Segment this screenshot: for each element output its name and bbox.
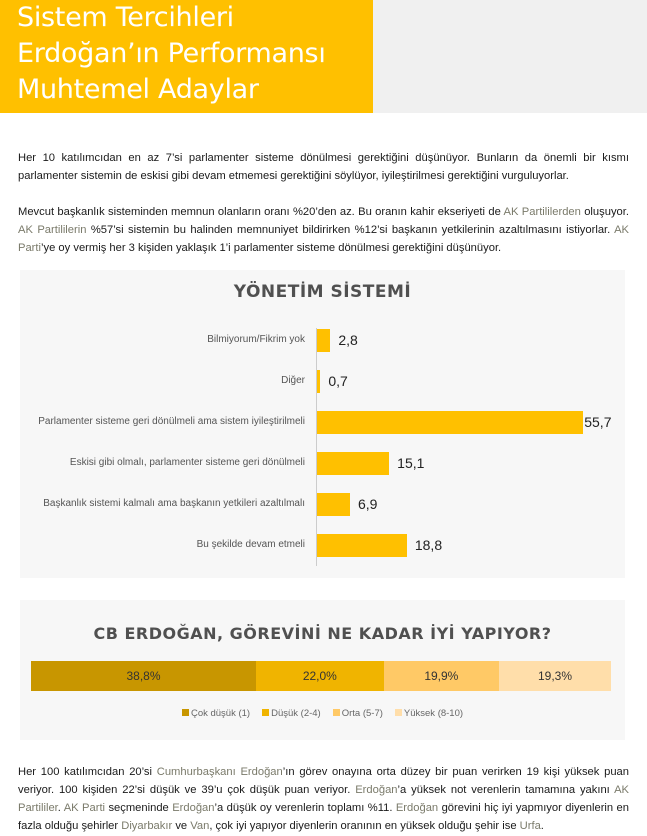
bar [317,534,407,557]
legend-label: Orta (5-7) [341,708,383,719]
highlight-text: Urfa [519,820,541,832]
data-label: 15,1 [397,455,425,471]
highlight-text: AK Parti [18,224,629,254]
data-label: 55,7 [584,414,612,430]
chart-title: CB ERDOĞAN, GÖREVİNİ NE KADAR İYİ YAPIYO… [93,624,552,643]
legend-swatch [394,709,402,716]
stacked-segment: 19,9% [383,661,500,691]
text-segment: ’ye oy vermiş her 3 kişiden yaklaşık 1’i… [41,242,502,254]
highlight-text: Van [190,820,210,832]
bar [317,452,390,475]
text-segment: ’ın görev onayına orta düzey bir puan ve… [18,766,629,796]
legend-swatch [332,709,340,716]
highlight-text: AK Partililerin [18,224,87,236]
text-segment: seçmeninde [105,802,173,814]
legend-label: Yüksek (8-10) [403,708,464,719]
text-segment: ’a düşük oy verenlerin toplamı %11. [214,802,396,814]
chart-legend: Çok düşük (1) Düşük (2-4) Orta (5-7) Yüksek… [20,708,625,719]
legend-item: Yüksek (8-10) [394,708,464,719]
data-label: 38,8% [126,669,161,683]
text-segment: Mevcut başkanlık sisteminden memnun olan… [18,206,504,218]
data-label: 19,9% [424,669,459,683]
highlight-text: Cumhurbaşkanı Erdoğan [156,766,283,778]
text-segment: Her 100 katılımcıdan 20’si [18,766,157,778]
legend-label: Çok düşük (1) [190,708,251,719]
data-label: 19,3% [538,669,573,683]
stacked-segment: 38,8% [31,661,257,691]
highlight-text: Diyarbakır [121,820,173,832]
header-background [373,0,647,113]
text-segment: Her 10 katılımcıdan en az 7’si parlament… [18,152,629,182]
paragraph-2: Mevcut başkanlık sisteminden memnun olan… [18,203,629,257]
text-segment: , çok iyi yapıyor diyenlerin oranının en… [209,820,520,832]
bar [317,329,331,352]
highlight-text: Erdoğan [355,784,398,796]
highlight-text: AK Partililerden [503,206,581,218]
text-segment: ve [172,820,191,832]
text-segment: . [540,820,544,832]
header-line: Muhtemel Adaylar [17,74,259,105]
header-line: Erdoğan’ın Performansı [17,38,326,69]
header-banner: Sistem Tercihleri Erdoğan’ın Performansı… [0,0,373,113]
chart-title: YÖNETİM SİSTEMİ [233,282,412,302]
highlight-text: Erdoğan [395,802,439,814]
data-label: 18,8 [414,537,443,553]
highlight-text: AK Parti [63,802,106,814]
stacked-segment: 19,3% [499,661,611,691]
category-label: Eskisi gibi olmalı, parlamenter sisteme … [69,457,305,468]
legend-item: Orta (5-7) [332,708,383,719]
highlight-text: AK Partililer [18,784,630,814]
text-segment: görevini hiç iyi yapmıyor diyenlerin en … [18,802,629,832]
data-label: 22,0% [302,669,337,683]
legend-swatch [181,709,189,716]
erdogan-performance-chart: CB ERDOĞAN, GÖREVİNİ NE KADAR İYİ YAPIYO… [20,600,625,740]
header-line: Sistem Tercihleri [17,2,234,33]
data-label: 0,7 [328,373,348,389]
data-label: 2,8 [338,332,358,348]
legend-item: Düşük (2-4) [262,708,321,719]
legend-label: Düşük (2-4) [271,708,321,719]
text-segment: %57’si sistemin bu halinden memnuniyet b… [86,224,615,236]
legend-swatch [262,709,270,716]
category-label: Parlamenter sisteme geri dönülmeli ama s… [38,416,305,427]
chart-axis [316,328,317,566]
paragraph-1: Her 10 katılımcıdan en az 7’si parlament… [18,149,629,185]
legend-item: Çok düşük (1) [181,708,251,719]
stacked-segment: 22,0% [256,661,384,691]
data-label: 6,9 [357,496,378,512]
bar [317,411,584,434]
text-segment: . [57,802,64,814]
text-segment: oluşuyor. [580,206,629,218]
highlight-text: Erdoğan [172,802,215,814]
bar [317,493,350,516]
bar [317,370,321,393]
yonetim-sistemi-chart: YÖNETİM SİSTEMİ Bilmiyorum/Fikrim yok 2,8… [20,270,625,578]
category-label: Bilmiyorum/Fikrim yok [207,334,305,345]
category-label: Bu şekilde devam etmeli [196,539,305,550]
text-segment: ’a yüksek not verenlerin tamamına yakını [397,784,615,796]
paragraph-3: Her 100 katılımcıdan 20’si Cumhurbaşkanı… [18,763,629,835]
category-label: Başkanlık sistemi kalmalı ama başkanın y… [43,498,305,509]
category-label: Diğer [281,375,305,386]
